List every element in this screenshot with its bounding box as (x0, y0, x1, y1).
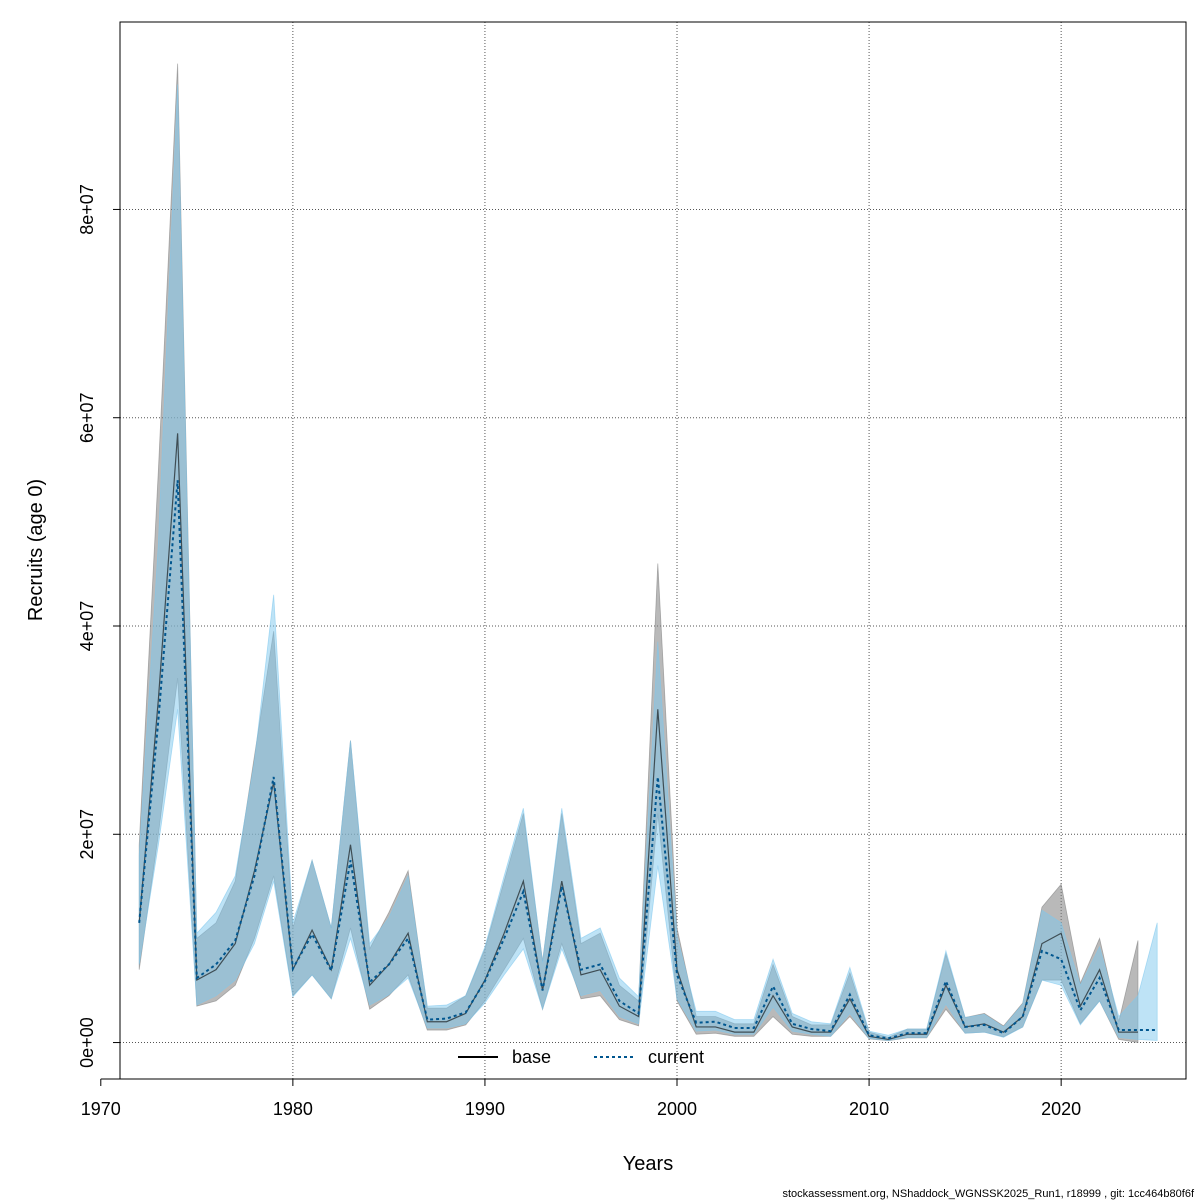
legend-label-current: current (648, 1047, 704, 1067)
y-tick-label-2: 4e+07 (77, 601, 97, 652)
series-lines (138, 433, 1158, 1041)
x-tick-label-1970: 1970 (81, 1099, 121, 1119)
grid (120, 22, 1186, 1079)
x-tick-label-2020: 2020 (1041, 1099, 1081, 1119)
y-tick-label-4: 8e+07 (77, 184, 97, 235)
axes: 1970 1980 1990 2000 2010 2020 0e+00 2e+07 4e+07 6… (77, 184, 1081, 1119)
y-tick-label-0: 0e+00 (77, 1017, 97, 1068)
legend: base current (458, 1047, 704, 1067)
legend-label-base: base (512, 1047, 551, 1067)
band-current (138, 84, 1158, 1041)
x-tick-label-1980: 1980 (273, 1099, 313, 1119)
x-tick-label-1990: 1990 (465, 1099, 505, 1119)
x-tick-label-2000: 2000 (657, 1099, 697, 1119)
y-tick-label-1: 2e+07 (77, 809, 97, 860)
x-axis-title: Years (623, 1153, 673, 1175)
y-axis-title: Recruits (age 0) (25, 479, 47, 621)
confidence-bands (138, 63, 1158, 1044)
footer-text: stockassessment.org, NShaddock_WGNSSK202… (782, 1188, 1194, 1200)
y-tick-label-3: 6e+07 (77, 392, 97, 443)
x-tick-label-2010: 2010 (849, 1099, 889, 1119)
